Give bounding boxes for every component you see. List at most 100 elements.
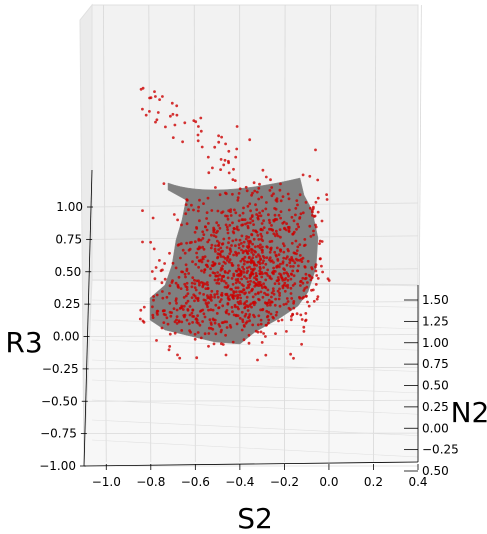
data-point: [167, 348, 171, 352]
data-point: [169, 114, 172, 118]
data-point: [294, 213, 297, 217]
data-point: [272, 289, 275, 293]
data-point: [298, 295, 301, 299]
data-point: [179, 242, 183, 246]
grid-x: [102, 4, 107, 463]
data-point: [235, 147, 239, 151]
data-point: [275, 246, 279, 250]
data-point: [244, 291, 247, 295]
data-point: [209, 267, 213, 271]
data-point: [253, 300, 256, 304]
data-point: [239, 296, 243, 300]
data-point: [187, 248, 191, 252]
data-point: [240, 283, 244, 286]
data-point: [174, 281, 178, 285]
data-point: [180, 223, 183, 227]
data-point: [203, 332, 207, 336]
data-point: [248, 313, 252, 316]
data-point: [237, 246, 241, 250]
data-point: [248, 255, 251, 259]
data-point: [243, 259, 246, 263]
data-point: [201, 237, 205, 240]
data-point: [212, 318, 216, 322]
data-point: [234, 155, 238, 159]
data-point: [207, 326, 211, 330]
data-point: [241, 223, 245, 227]
data-point: [193, 240, 197, 244]
data-point: [248, 319, 252, 323]
data-point: [200, 309, 203, 312]
data-point: [233, 208, 236, 212]
grid-y: [91, 399, 419, 415]
data-point: [268, 250, 272, 254]
data-point: [293, 261, 297, 265]
data-point: [211, 260, 215, 264]
data-point: [263, 256, 266, 259]
data-point: [236, 293, 240, 297]
grid-y: [91, 419, 419, 436]
data-point: [187, 322, 191, 326]
y-tick-label: 1.50: [422, 293, 449, 307]
data-point: [219, 250, 223, 254]
data-point: [314, 265, 317, 269]
data-point: [213, 321, 217, 325]
data-point: [292, 306, 296, 310]
data-point: [247, 333, 251, 337]
data-point: [266, 304, 269, 307]
data-point: [171, 279, 174, 283]
data-point: [173, 123, 177, 127]
data-point: [249, 217, 253, 221]
data-point: [281, 260, 285, 263]
z-tick-label: −1.00: [39, 459, 76, 473]
data-point: [297, 264, 300, 268]
data-point: [232, 227, 236, 231]
data-point: [251, 295, 255, 299]
data-point: [238, 187, 242, 191]
x-axis-label: S2: [237, 502, 273, 534]
data-point: [178, 356, 182, 360]
data-point: [221, 264, 225, 268]
data-point: [259, 227, 263, 231]
data-point: [203, 255, 207, 258]
data-point: [201, 245, 205, 249]
data-point: [185, 318, 189, 322]
data-point: [185, 241, 189, 245]
data-point: [250, 305, 253, 309]
data-point: [158, 259, 161, 262]
data-point: [267, 213, 270, 217]
data-point: [228, 252, 232, 256]
data-point: [232, 167, 235, 171]
data-point: [288, 308, 292, 311]
y-tick-label: 0.75: [422, 357, 449, 371]
data-point: [186, 299, 190, 303]
data-point: [184, 203, 188, 207]
data-point: [243, 314, 247, 318]
data-point: [301, 256, 305, 260]
data-point: [258, 265, 262, 269]
data-point: [202, 293, 206, 296]
data-point: [217, 243, 221, 247]
data-point: [246, 221, 250, 225]
data-point: [201, 230, 205, 234]
data-point: [247, 315, 251, 319]
data-point: [190, 311, 194, 315]
data-point: [276, 234, 280, 238]
data-point: [264, 353, 268, 357]
data-point: [191, 308, 195, 312]
data-point: [196, 314, 200, 317]
data-point: [268, 303, 272, 307]
data-point: [177, 275, 181, 279]
data-point: [256, 323, 260, 327]
data-point: [201, 255, 205, 259]
data-point: [225, 225, 229, 229]
data-point: [272, 266, 275, 270]
data-point: [310, 266, 313, 269]
data-point: [272, 261, 275, 264]
data-point: [155, 311, 159, 315]
data-point: [261, 168, 265, 172]
data-point: [306, 259, 310, 263]
data-point: [151, 216, 155, 220]
data-point: [265, 201, 268, 204]
data-point: [237, 228, 240, 232]
data-point: [286, 225, 290, 229]
